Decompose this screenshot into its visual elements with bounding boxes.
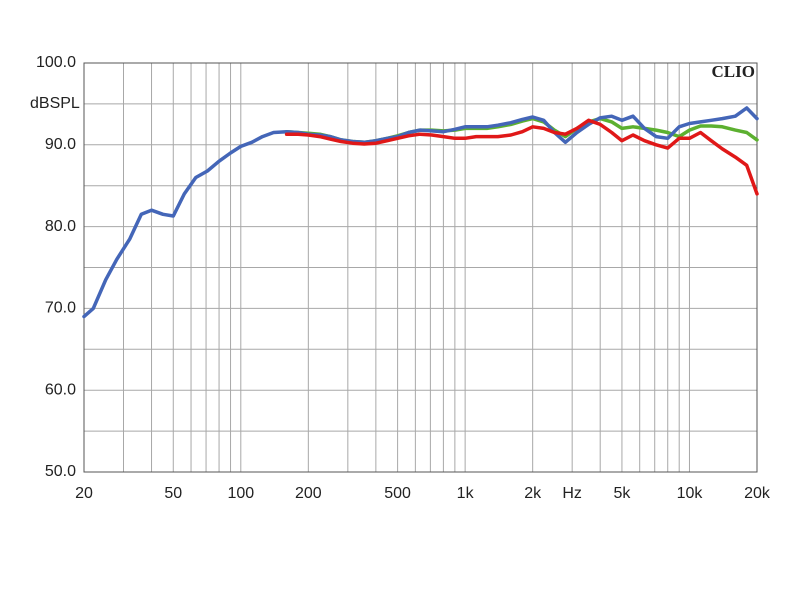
x-tick-label: 50 — [164, 485, 182, 502]
x-tick-label: 1k — [457, 485, 475, 502]
x-tick-label: 500 — [384, 485, 411, 502]
x-tick-label: 20 — [75, 485, 93, 502]
x-tick-label: 2k — [524, 485, 542, 502]
x-tick-label: 100 — [227, 485, 254, 502]
y-tick-label: 80.0 — [45, 218, 76, 235]
x-tick-label: 5k — [613, 485, 631, 502]
plot-frame — [83, 62, 758, 473]
x-tick-label: 200 — [295, 485, 322, 502]
y-axis-label: dBSPL — [30, 95, 80, 112]
x-tick-label: 20k — [744, 485, 771, 502]
y-tick-label: 50.0 — [45, 463, 76, 480]
series-line — [284, 118, 759, 196]
y-tick-label: 100.0 — [36, 54, 76, 71]
y-tick-label: 70.0 — [45, 300, 76, 317]
x-tick-label: Hz — [562, 485, 582, 502]
x-tick-label: 10k — [677, 485, 704, 502]
y-tick-label: 90.0 — [45, 136, 76, 153]
series-line — [82, 106, 759, 319]
brand: CLIO — [712, 62, 755, 81]
y-tick-label: 60.0 — [45, 381, 76, 398]
